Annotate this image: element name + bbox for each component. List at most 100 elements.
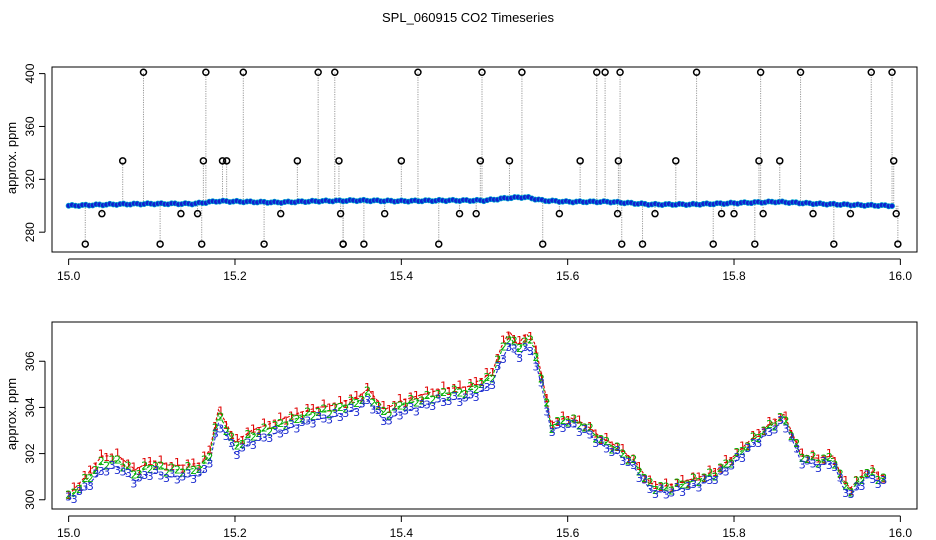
series-1-point-label: 1 [196,461,203,474]
series-1-point-label: 1 [98,447,105,460]
series-3-point-label: 3 [728,459,735,472]
series-2-point-label: 2 [609,443,616,456]
series-2-point-label: 2 [516,342,523,355]
series-3-point-label: 3 [804,454,811,467]
series-3-point-label: 3 [522,341,529,354]
series-3-point-label: 3 [777,414,784,427]
bottom-x-tick-label: 15.0 [57,526,81,540]
series-1-point-label: 1 [679,473,686,486]
series-1-point-label: 1 [728,455,735,468]
series-2-point-label: 2 [647,476,654,489]
series-1-point-label: 1 [402,397,409,410]
series-1-point-label: 1 [435,386,442,399]
outlier-point [397,157,406,165]
series-1-point-label: 1 [842,474,849,487]
series-2-point-label: 2 [168,461,175,474]
series-1-point-label: 1 [869,463,876,476]
series-2-point-label: 2 [668,484,675,497]
series-1-point-label: 1 [451,382,458,395]
timeseries-panel-top: approx. ppm 15.0 15.2 15.4 15.6 15.8 16.0 280 3… [4,63,918,283]
series-1-point-label: 1 [777,412,784,425]
series-1-point-label: 1 [592,427,599,440]
outlier-point [759,209,767,218]
series-2-point-label: 2 [777,411,784,424]
series-2-point-label: 2 [864,467,871,480]
series-1-point-label: 1 [234,432,241,445]
series-2-point-label: 2 [462,388,469,401]
outlier-point [380,209,389,218]
series-3-point-label: 3 [641,474,648,487]
series-1-point-label: 1 [598,434,605,447]
series-1-point-label: 1 [141,456,148,469]
series-1-point-label: 1 [484,366,491,379]
series-2-point-label: 2 [282,420,289,433]
series-3-point-label: 3 [706,474,713,487]
outlier-point [692,68,701,77]
series-3-point-label: 3 [418,398,425,411]
series-3-point-label: 3 [201,463,208,476]
series-2-point-label: 2 [826,451,833,464]
series-2-point-label: 2 [880,472,887,485]
series-2-point-label: 2 [522,335,529,348]
series-1-point-label: 1 [581,421,588,434]
bottom-x-tick-label: 15.4 [390,526,414,540]
outlier-point [455,209,464,218]
series-3-line [68,344,884,501]
figure-title: SPL_060915 CO2 Timeseries [382,10,554,25]
series-3-point-label: 3 [744,442,751,455]
series-3-point-label: 3 [663,488,670,501]
series-3-point-label: 3 [712,474,719,487]
series-1-point-label: 1 [152,458,159,471]
outlier-point [476,157,485,165]
series-1-point-label: 1 [744,440,751,453]
series-1-point-label: 1 [288,410,295,423]
series-3-point-label: 3 [397,409,404,422]
outlier-point [81,240,90,248]
series-2-point-label: 2 [234,439,241,452]
outlier-point [538,240,547,248]
series-3-point-label: 3 [331,407,338,420]
series-2-point-label: 2 [228,431,235,444]
bottom-x-tick-label: 15.2 [223,526,247,540]
series-1-point-label: 1 [603,431,610,444]
series-3-point-label: 3 [853,480,860,493]
series-1-point-label: 1 [695,470,702,483]
series-2-point-label: 2 [348,394,355,407]
series-3-point-label: 3 [500,353,507,366]
series-3-point-label: 3 [647,483,654,496]
series-2-point-label: 2 [277,417,284,430]
series-1-point-label: 1 [277,410,284,423]
series-2-point-label: 2 [875,474,882,487]
series-1-point-label: 1 [92,461,99,474]
outlier-point [197,240,206,248]
series-1-point-label: 1 [511,333,518,346]
series-3-point-label: 3 [185,468,192,481]
series-2-point-label: 2 [174,463,181,476]
series-1-point-label: 1 [875,469,882,482]
outlier-point [830,240,838,248]
series-1-point-label: 1 [391,399,398,412]
series-3-point-label: 3 [304,414,311,427]
series-3-point-label: 3 [695,481,702,494]
outlier-point [260,240,268,248]
outlier-point [576,157,584,165]
series-1-point-label: 1 [663,476,670,489]
series-3-point-label: 3 [136,471,143,484]
series-2-point-label: 2 [782,415,789,428]
series-3-point-label: 3 [130,478,137,491]
series-3-point-label: 3 [685,480,692,493]
series-3-point-label: 3 [310,418,317,431]
series-2-point-label: 2 [869,465,876,478]
series-1-point-label: 1 [614,441,621,454]
series-2-point-label: 2 [299,412,306,425]
series-1-point-label: 1 [576,414,583,427]
series-2-point-label: 2 [712,470,719,483]
series-3-point-label: 3 [837,471,844,484]
series-1-point-label: 1 [136,465,143,478]
series-1-point-label: 1 [424,384,431,397]
series-2-point-label: 2 [489,373,496,386]
series-1-point-label: 1 [494,352,501,365]
series-1-point-label: 1 [109,451,116,464]
outlier-point [717,209,726,218]
series-2-point-label: 2 [71,487,78,500]
